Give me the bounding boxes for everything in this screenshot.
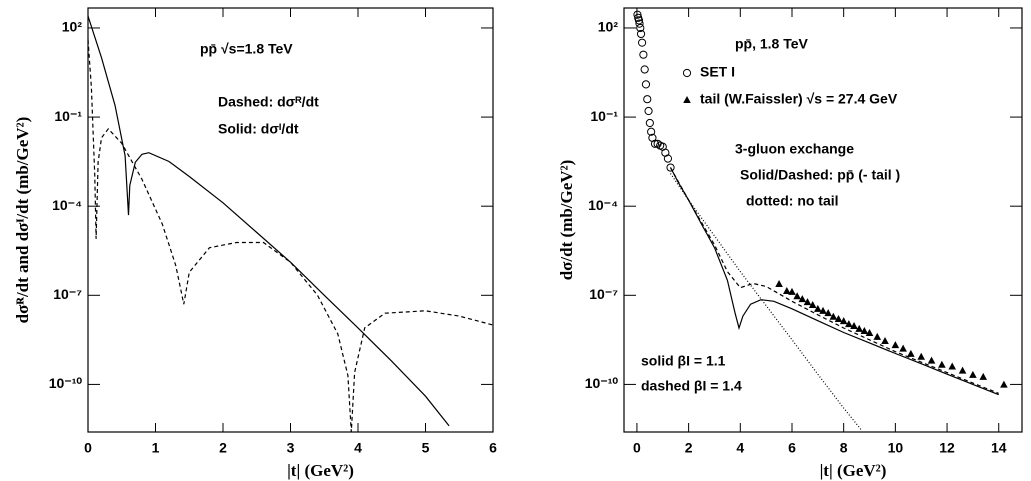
data-point [803, 298, 812, 306]
data-point [636, 29, 646, 39]
y-tick-label: 10⁻⁴ [52, 197, 82, 213]
data-point [636, 23, 645, 33]
curve [669, 167, 999, 394]
y-tick-label: 10⁻¹ [54, 108, 82, 124]
curve [87, 15, 450, 427]
annotation: Solid: dσᴵ/dt [218, 121, 299, 137]
x-tick-label: 4 [736, 440, 744, 456]
data-point [788, 287, 796, 295]
x-tick-label: 10 [888, 440, 904, 456]
data-point [798, 295, 807, 303]
curve [87, 39, 494, 433]
plot-frame [623, 7, 1023, 433]
annotation: 3-gluon exchange [735, 141, 854, 157]
data-point [850, 321, 858, 329]
data-point [819, 306, 827, 314]
legend-marker [682, 68, 692, 78]
x-axis-label: |t| (GeV²) [287, 461, 354, 480]
data-point [865, 328, 874, 336]
plot-frame [87, 7, 494, 433]
data-point [927, 356, 936, 364]
data-point [647, 127, 656, 136]
x-tick-label: 6 [788, 440, 796, 456]
x-tick-label: 4 [354, 440, 362, 456]
data-point [969, 370, 977, 378]
y-axis-label: dσᴿ/dt and dσᴵ/dt (mb/GeV²) [13, 117, 32, 324]
x-tick-label: 6 [489, 440, 497, 456]
y-tick-label: 10⁻¹⁰ [585, 375, 619, 391]
x-tick-label: 0 [84, 440, 92, 456]
data-point [640, 65, 649, 74]
data-point [907, 349, 915, 357]
data-point [663, 154, 673, 163]
data-point [860, 326, 869, 334]
annotation: Solid/Dashed: pp̄ (- tail ) [740, 167, 900, 183]
y-tick-label: 10² [598, 19, 619, 35]
x-tick-label: 0 [633, 440, 641, 456]
data-point [899, 344, 907, 352]
data-point [635, 19, 644, 28]
y-axis-label: dσ/dt (mb/GeV²) [557, 160, 576, 281]
data-point [1000, 380, 1008, 388]
x-tick-label: 3 [287, 440, 295, 456]
data-point [639, 50, 648, 59]
data-point [839, 317, 848, 325]
data-point [881, 336, 889, 344]
annotation: pp̄, 1.8 TeV [735, 36, 809, 52]
data-point [891, 341, 900, 349]
data-point [644, 106, 653, 116]
x-tick-label: 12 [939, 440, 955, 456]
data-point [633, 10, 642, 19]
data-point [845, 320, 853, 328]
data-point [783, 286, 791, 294]
legend-label: tail (W.Faissler) √s = 27.4 GeV [700, 91, 898, 107]
data-point [641, 80, 651, 89]
data-point [824, 309, 832, 317]
data-point [979, 372, 988, 380]
y-tick-label: 10² [62, 19, 83, 35]
x-tick-label: 2 [219, 440, 227, 456]
data-point [834, 314, 843, 322]
y-tick-label: 10⁻⁷ [589, 286, 618, 302]
x-tick-label: 1 [152, 440, 160, 456]
x-tick-label: 2 [685, 440, 693, 456]
x-axis-label: |t| (GeV²) [820, 461, 887, 480]
data-point [645, 118, 654, 128]
annotation: pp̄ √s=1.8 TeV [200, 41, 293, 57]
data-point [634, 16, 644, 25]
curve [669, 167, 999, 396]
annotation: solid βI = 1.1 [641, 353, 726, 369]
y-tick-label: 10⁻⁴ [588, 197, 618, 213]
data-point [808, 301, 817, 309]
data-point [917, 352, 926, 360]
data-point [855, 324, 863, 332]
data-point [793, 292, 801, 300]
data-point [650, 139, 660, 148]
y-tick-label: 10⁻¹ [590, 108, 618, 124]
annotation: dotted: no tail [746, 193, 839, 209]
data-point [829, 312, 838, 320]
y-tick-label: 10⁻¹⁰ [49, 375, 83, 391]
data-point [775, 280, 783, 288]
x-tick-label: 5 [422, 440, 430, 456]
data-point [958, 366, 967, 374]
x-tick-label: 14 [991, 440, 1007, 456]
data-point [643, 95, 652, 104]
legend-label: SET I [700, 64, 735, 80]
y-tick-label: 10⁻⁷ [53, 286, 82, 302]
data-point [666, 163, 675, 172]
data-point [948, 362, 957, 370]
annotation: Dashed: dσᴿ/dt [218, 94, 319, 110]
data-point [938, 360, 946, 368]
data-point [873, 332, 882, 340]
annotation: dashed βI = 1.4 [641, 378, 742, 394]
legend-marker [683, 96, 691, 103]
data-point [637, 38, 647, 47]
data-point [814, 304, 822, 312]
x-tick-label: 8 [840, 440, 848, 456]
